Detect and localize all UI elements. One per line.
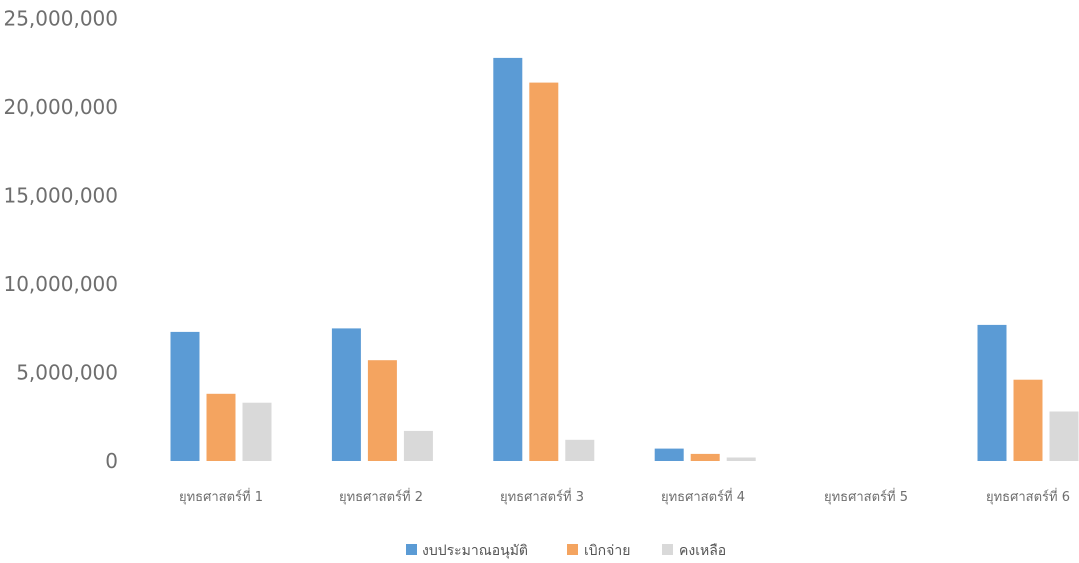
x-category-label: ยุทธศาสตร์ที่ 3 (500, 488, 584, 505)
y-tick-label: 10,000,000 (3, 272, 118, 296)
x-category-label: ยุทธศาสตร์ที่ 6 (986, 488, 1070, 505)
bar-3-category-2 (403, 430, 433, 461)
legend-label: งบประมาณอนุมัติ (422, 543, 528, 559)
bar-2-category-3 (529, 82, 559, 461)
bars (170, 57, 1079, 462)
bar-2-category-2 (367, 360, 397, 461)
x-category-label: ยุทธศาสตร์ที่ 2 (339, 488, 423, 505)
bar-3-category-1 (242, 402, 272, 461)
y-tick-label: 15,000,000 (3, 184, 118, 208)
bar-1-category-1 (170, 331, 200, 461)
bar-1-category-2 (331, 328, 361, 461)
bar-2-category-1 (206, 393, 236, 461)
bar-1-category-4 (654, 448, 684, 461)
y-tick-label: 25,000,000 (3, 7, 118, 31)
x-category-label: ยุทธศาสตร์ที่ 1 (179, 488, 263, 505)
legend-swatch (662, 544, 673, 555)
legend-swatch (567, 544, 578, 555)
x-axis: ยุทธศาสตร์ที่ 1 ยุทธศาสตร์ที่ 2 ยุทธศาสต… (179, 488, 1070, 505)
y-tick-label: 5,000,000 (16, 361, 118, 385)
legend-label: เบิกจ่าย (584, 543, 630, 559)
y-tick-label: 0 (105, 449, 118, 473)
bar-3-category-4 (726, 457, 756, 461)
bar-2-category-6 (1013, 379, 1043, 461)
y-tick-label: 20,000,000 (3, 95, 118, 119)
y-axis: 0 5,000,000 10,000,000 15,000,000 20,000… (3, 7, 118, 474)
legend: งบประมาณอนุมัติ เบิกจ่าย คงเหลือ (406, 543, 726, 559)
bar-3-category-6 (1049, 411, 1079, 461)
bar-1-category-3 (493, 57, 523, 462)
bar-1-category-6 (977, 324, 1007, 461)
bar-3-category-3 (565, 439, 595, 461)
legend-label: คงเหลือ (679, 543, 726, 559)
x-category-label: ยุทธศาสตร์ที่ 5 (824, 488, 908, 505)
legend-swatch (406, 544, 417, 555)
bar-2-category-4 (690, 453, 720, 461)
x-category-label: ยุทธศาสตร์ที่ 4 (661, 488, 745, 505)
